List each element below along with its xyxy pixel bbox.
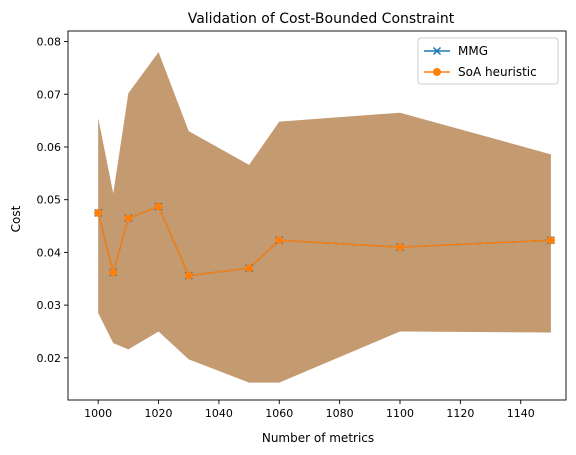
chart-title: Validation of Cost-Bounded Constraint [188, 11, 455, 27]
x-axis-ticks: 1000 1020 1040 1060 1080 1100 1120 1140 [84, 400, 535, 420]
x-tick-label: 1120 [446, 407, 474, 420]
x-tick-label: 1140 [507, 407, 535, 420]
legend-box [417, 37, 559, 85]
data-point [109, 268, 118, 277]
x-tick-label: 1000 [84, 407, 112, 420]
legend: MMG SoA heuristic [417, 37, 559, 85]
legend-marker [432, 46, 442, 56]
data-point [124, 214, 133, 223]
cost-range-band [98, 52, 551, 383]
x-tick-label: 1040 [205, 407, 233, 420]
data-point [275, 236, 284, 245]
x-tick-label: 1020 [145, 407, 173, 420]
y-tick-label: 0.06 [37, 141, 62, 154]
series-markers [94, 202, 555, 280]
y-tick-label: 0.05 [37, 194, 62, 207]
y-axis-label: Cost [9, 205, 23, 232]
x-tick-label: 1100 [386, 407, 414, 420]
plot-area [94, 52, 555, 383]
data-point [396, 243, 404, 252]
y-tick-label: 0.07 [37, 88, 62, 101]
legend-label: MMG [458, 44, 488, 58]
x-axis-label: Number of metrics [262, 431, 374, 445]
data-point [94, 208, 103, 217]
legend-marker [433, 68, 441, 76]
y-tick-label: 0.08 [37, 36, 62, 49]
x-tick-label: 1060 [265, 407, 293, 420]
y-tick-label: 0.03 [37, 299, 62, 312]
x-tick-label: 1080 [326, 407, 354, 420]
data-point [154, 202, 163, 211]
y-tick-label: 0.02 [37, 352, 62, 365]
axes-frame [67, 30, 567, 401]
y-axis-ticks: 0.02 0.03 0.04 0.05 0.06 0.07 0.08 [37, 36, 68, 365]
data-point [546, 236, 555, 245]
legend-label: SoA heuristic [458, 65, 537, 79]
data-point [245, 264, 254, 273]
y-tick-label: 0.04 [37, 246, 62, 259]
data-point [184, 271, 193, 280]
